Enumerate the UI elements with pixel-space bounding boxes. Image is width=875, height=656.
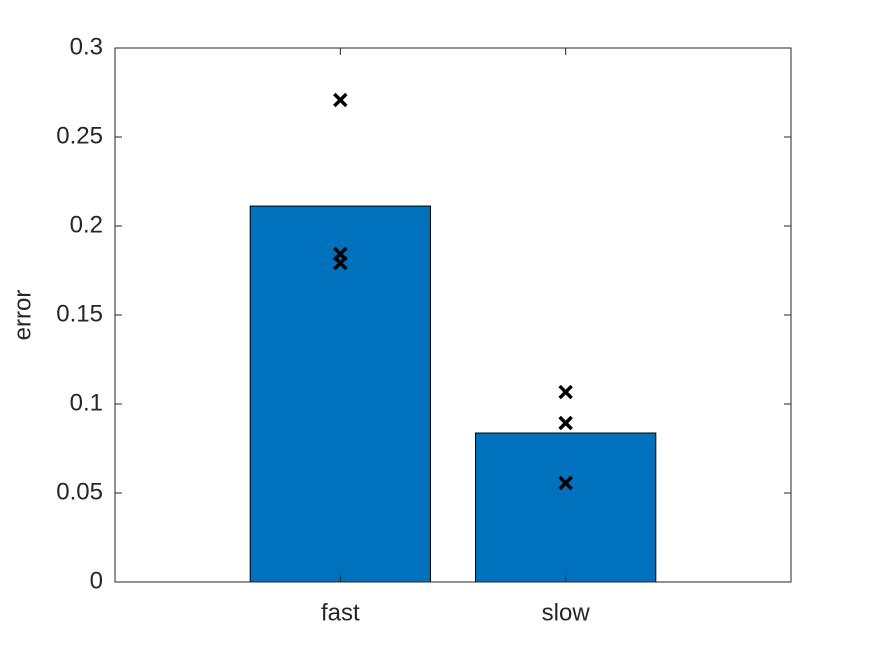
point-marker bbox=[333, 255, 348, 271]
plot-frame bbox=[114, 47, 792, 583]
y-tick-label: 0.1 bbox=[70, 389, 103, 416]
point-marker bbox=[333, 92, 348, 108]
bar bbox=[249, 205, 431, 583]
point-marker bbox=[558, 384, 573, 400]
y-tick-label: 0.05 bbox=[56, 478, 103, 505]
y-tick-label: 0.25 bbox=[56, 122, 103, 149]
y-axis-label: error bbox=[9, 290, 36, 341]
y-tick-label: 0.3 bbox=[70, 33, 103, 60]
point-marker bbox=[558, 475, 573, 491]
y-tick-label: 0.15 bbox=[56, 300, 103, 327]
y-tick-label: 0.2 bbox=[70, 211, 103, 238]
x-tick-label: slow bbox=[542, 599, 591, 626]
y-tick-label: 0 bbox=[90, 567, 103, 594]
point-marker bbox=[558, 415, 573, 431]
x-tick-label: fast bbox=[321, 599, 360, 626]
bar bbox=[475, 432, 657, 583]
